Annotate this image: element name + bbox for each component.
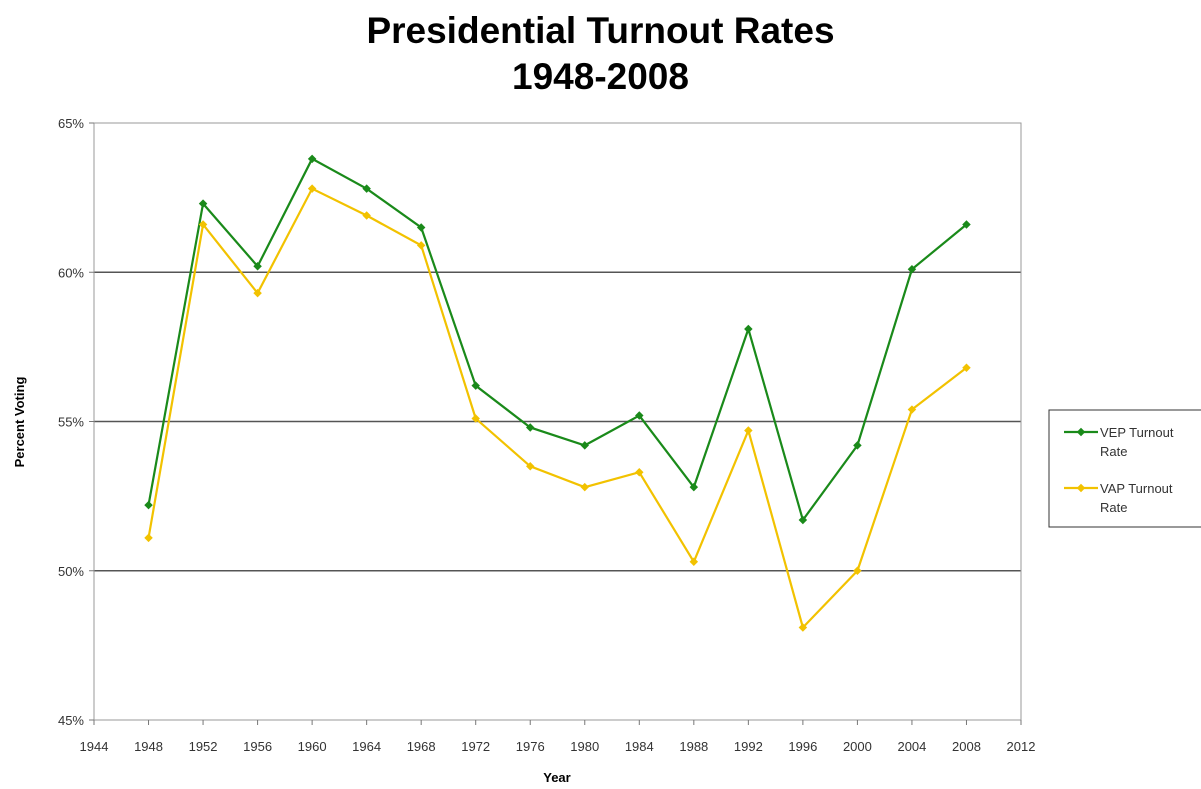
y-tick-label: 65%: [58, 116, 84, 131]
x-tick-label: 1952: [189, 739, 218, 754]
x-tick-label: 2004: [897, 739, 926, 754]
data-point: [253, 288, 262, 298]
y-tick-label: 55%: [58, 415, 84, 430]
x-tick-label: 1988: [679, 739, 708, 754]
data-point: [198, 199, 208, 208]
data-point: [689, 482, 699, 492]
data-point: [253, 262, 262, 271]
y-tick-label: 45%: [58, 713, 84, 728]
data-point: [580, 441, 590, 450]
series-line: [147, 157, 968, 523]
data-point: [798, 515, 808, 525]
data-point: [198, 220, 208, 229]
legend: VEP Turnout Rate VAP Turnout Rate: [1048, 409, 1201, 528]
data-point: [853, 566, 862, 575]
x-tick-label: 1956: [243, 739, 272, 754]
x-axis-title: Year: [543, 770, 570, 785]
data-point: [471, 381, 480, 390]
y-tick-label: 50%: [58, 564, 84, 579]
y-tick-label: 60%: [58, 265, 84, 280]
x-axis-ticks: 1944 1948 1952 1956 1960 1964 1968 1972 1976 1980…: [80, 720, 1036, 754]
data-point: [144, 500, 153, 510]
data-point: [744, 426, 753, 435]
x-tick-label: 2008: [952, 739, 981, 754]
chart-title-line2: 1948-2008: [512, 56, 689, 97]
series-vep: [144, 154, 971, 525]
data-point: [362, 184, 371, 193]
legend-label: VEP Turnout: [1100, 425, 1174, 440]
legend-label: Rate: [1100, 500, 1127, 515]
data-point: [635, 468, 644, 477]
chart-title-line1: Presidential Turnout Rates: [366, 10, 835, 51]
x-tick-label: 1960: [298, 739, 327, 754]
data-point: [362, 211, 371, 220]
data-point: [525, 462, 535, 471]
data-point: [416, 223, 426, 232]
x-tick-label: 1968: [407, 739, 436, 754]
legend-swatch-marker: [1076, 427, 1086, 437]
x-tick-label: 1948: [134, 739, 163, 754]
x-tick-label: 1980: [570, 739, 599, 754]
series-group: [144, 154, 971, 632]
chart-title: Presidential Turnout Rates 1948-2008: [0, 8, 1201, 100]
x-tick-label: 1984: [625, 739, 654, 754]
series-vap: [144, 184, 971, 632]
data-point: [580, 482, 590, 492]
data-point: [798, 623, 808, 632]
data-point: [962, 363, 971, 373]
x-tick-label: 2000: [843, 739, 872, 754]
x-tick-label: 2012: [1007, 739, 1036, 754]
data-point: [635, 411, 644, 420]
y-axis-title: Percent Voting: [12, 377, 27, 468]
data-point: [689, 557, 699, 567]
gridlines: [94, 271, 1021, 572]
x-tick-label: 1976: [516, 739, 545, 754]
data-point: [307, 184, 317, 193]
data-point: [416, 241, 426, 250]
x-tick-label: 1972: [461, 739, 490, 754]
data-point: [907, 265, 917, 274]
data-point: [744, 324, 753, 334]
legend-swatch-marker: [1076, 483, 1086, 493]
data-point: [471, 414, 480, 423]
data-point: [525, 423, 535, 432]
legend-box: [1048, 409, 1201, 528]
legend-label: Rate: [1100, 444, 1127, 459]
x-tick-label: 1944: [80, 739, 109, 754]
x-tick-label: 1992: [734, 739, 763, 754]
y-axis-ticks: 45% 50% 55% 60% 65%: [58, 116, 94, 728]
data-point: [853, 441, 862, 450]
data-point: [307, 154, 317, 164]
legend-label: VAP Turnout: [1100, 481, 1173, 496]
x-tick-label: 1964: [352, 739, 381, 754]
data-point: [144, 533, 153, 543]
data-point: [907, 405, 917, 414]
x-tick-label: 1996: [788, 739, 817, 754]
series-line: [147, 187, 968, 630]
